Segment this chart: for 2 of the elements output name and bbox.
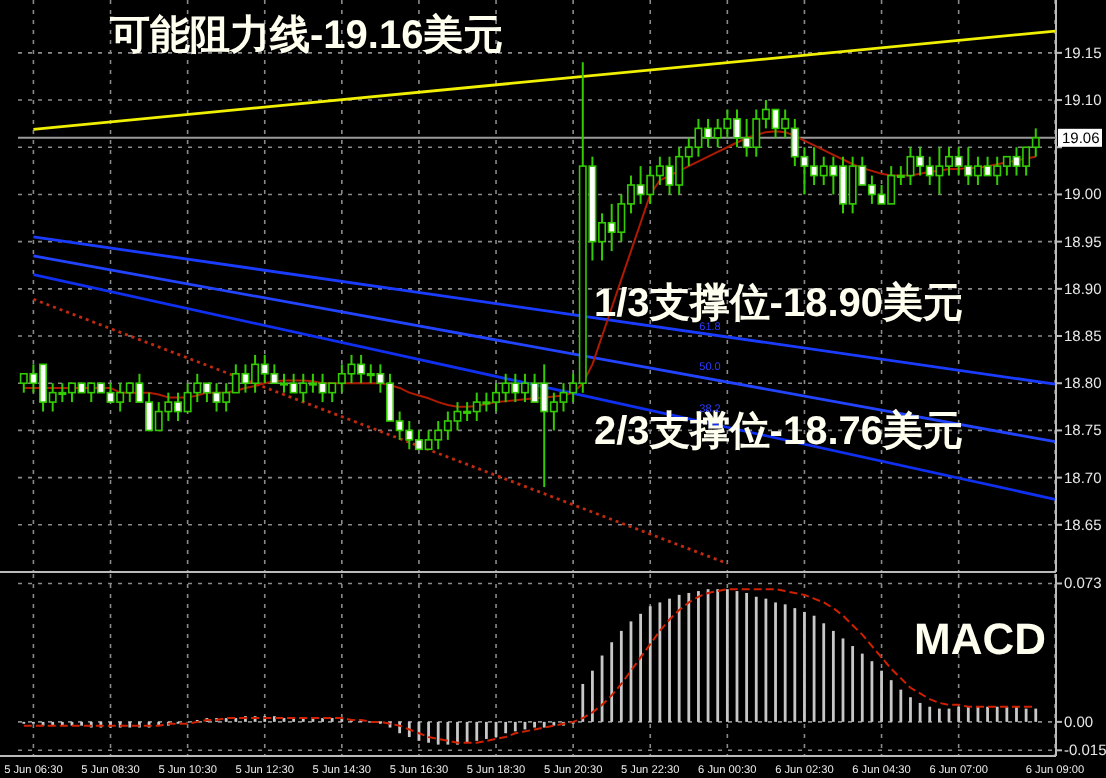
- text: MACD: [914, 614, 1046, 664]
- annotation: 可能阻力线-19.16美元: [108, 12, 504, 58]
